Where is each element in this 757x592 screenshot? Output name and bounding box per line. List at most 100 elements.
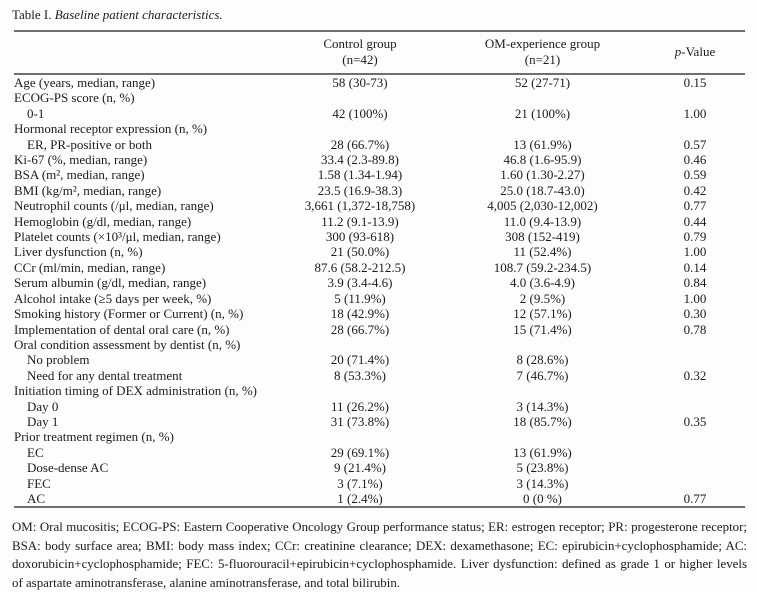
control-value (280, 337, 440, 352)
table-row: BMI (kg/m², median, range) 23.5 (16.9-38.… (14, 183, 745, 198)
table-row: Initiation timing of DEX administration … (14, 383, 745, 398)
table-title-caption: Baseline patient characteristics. (54, 7, 223, 22)
control-group-header: Control group (n=42) (280, 31, 440, 75)
p-value: 0.14 (683, 259, 707, 275)
p-value: 0.30 (683, 306, 707, 322)
table-body: Age (years, median, range) 58 (30-73) 52 (… (14, 74, 745, 507)
p-value (645, 90, 745, 105)
control-value: 18 (42.9%) (330, 306, 390, 322)
control-value: 31 (73.8%) (330, 413, 390, 429)
row-label: Dose-dense AC (27, 460, 109, 476)
row-label: Neutrophil counts (/μl, median, range) (14, 198, 214, 214)
table-row: CCr (ml/min, median, range) 87.6 (58.2-21… (14, 260, 745, 275)
table-row: BSA (m², median, range) 1.58 (1.34-1.94) 1… (14, 167, 745, 182)
header-row: Control group (n=42) OM-experience group… (14, 31, 745, 75)
om-value: 21 (100%) (514, 105, 571, 121)
table-row: Implementation of dental oral care (n, %… (14, 322, 745, 337)
control-group-n: (n=42) (342, 52, 378, 67)
table-row: AC 1 (2.4%) 0 (0 %) 0.77 (14, 491, 745, 507)
p-value: 0.84 (683, 275, 707, 291)
control-value: 28 (66.7%) (330, 321, 390, 337)
row-label: Hemoglobin (g/dl, median, range) (14, 213, 192, 229)
table-footnote: OM: Oral mucositis; ECOG-PS: Eastern Coo… (12, 520, 747, 590)
p-value (645, 476, 745, 491)
p-value: 0.79 (683, 229, 707, 245)
om-experience-group-header: OM-experience group (n=21) (440, 31, 645, 75)
row-label: Need for any dental treatment (27, 367, 183, 383)
om-value: 2 (9.5%) (519, 290, 566, 306)
control-value: 21 (50.0%) (330, 244, 390, 260)
om-value: 4,005 (2,030-12,002) (487, 198, 598, 214)
table-row: Smoking history (Former or Current) (n, … (14, 306, 745, 321)
table-row: Day 1 31 (73.8%) 18 (85.7%) 0.35 (14, 414, 745, 429)
row-label: ECOG-PS score (n, %) (14, 90, 135, 106)
control-value (280, 90, 440, 105)
row-label: BMI (kg/m², median, range) (14, 182, 162, 198)
p-value-header-rest: -Value (681, 44, 716, 59)
row-label: Platelet counts (×10³/μl, median, range) (14, 229, 221, 245)
row-label: Oral condition assessment by dentist (n,… (14, 336, 241, 352)
control-value: 1 (2.4%) (337, 490, 383, 506)
control-value: 3.9 (3.4-4.6) (327, 275, 393, 291)
control-value: 58 (30-73) (332, 75, 388, 90)
table-row: Dose-dense AC 9 (21.4%) 5 (23.8%) (14, 460, 745, 475)
row-label: BSA (m², median, range) (14, 167, 145, 183)
om-value: 52 (27-71) (514, 75, 571, 90)
row-label: Serum albumin (g/dl, median, range) (14, 275, 207, 291)
p-value (645, 337, 745, 352)
p-value (645, 121, 745, 136)
row-label: Liver dysfunction (n, %) (14, 244, 143, 260)
table-row: Prior treatment regimen (n, %) (14, 429, 745, 444)
om-value: 5 (23.8%) (516, 460, 569, 476)
table-row: ECOG-PS score (n, %) (14, 90, 745, 105)
p-value: 0.15 (683, 75, 707, 90)
p-value-header: p-Value (645, 31, 745, 75)
table-row: Hemoglobin (g/dl, median, range) 11.2 (9.… (14, 214, 745, 229)
p-value: 0.59 (683, 167, 707, 183)
p-value (645, 460, 745, 475)
table-row: No problem 20 (71.4%) 8 (28.6%) (14, 352, 745, 367)
p-value: 1.00 (683, 244, 707, 260)
om-value: 46.8 (1.6-95.9) (503, 152, 582, 168)
row-label: Initiation timing of DEX administration … (14, 383, 257, 399)
control-value: 300 (93-618) (325, 229, 395, 245)
om-value: 8 (28.6%) (516, 352, 569, 368)
p-value: 0.35 (683, 413, 707, 429)
table-row: Serum albumin (g/dl, median, range) 3.9 (… (14, 275, 745, 290)
table-row: Alcohol intake (≥5 days per week, %) 5 (1… (14, 291, 745, 306)
baseline-characteristics-table: Control group (n=42) OM-experience group… (14, 30, 745, 509)
control-value: 9 (21.4%) (334, 460, 386, 476)
row-label: Age (years, median, range) (14, 75, 156, 90)
control-group-name: Control group (323, 36, 397, 51)
om-value: 1.60 (1.30-2.27) (500, 167, 585, 183)
p-value: 0.46 (683, 152, 707, 168)
table-row: ER, PR-positive or both 28 (66.7%) 13 (61.… (14, 137, 745, 152)
row-label: Prior treatment regimen (n, %) (14, 429, 174, 445)
om-group-name: OM-experience group (484, 36, 601, 51)
table-row: Liver dysfunction (n, %) 21 (50.0%) 11 (52… (14, 244, 745, 259)
row-label: Day 0 (27, 398, 59, 414)
control-value: 29 (69.1%) (330, 444, 390, 460)
control-value: 1.58 (1.34-1.94) (317, 167, 403, 183)
control-value: 5 (11.9%) (334, 290, 386, 306)
p-value (645, 352, 745, 367)
control-value (280, 429, 440, 444)
table-title-label: Table I. (12, 7, 52, 22)
table-row: Ki-67 (%, median, range) 33.4 (2.3-89.8) 4… (14, 152, 745, 167)
om-value: 11 (52.4%) (513, 244, 572, 260)
control-value: 23.5 (16.9-38.3) (317, 182, 403, 198)
om-value: 308 (152-419) (505, 229, 580, 245)
control-value: 28 (66.7%) (330, 136, 390, 152)
p-value: 0.42 (683, 182, 707, 198)
om-value: 15 (71.4%) (513, 321, 572, 337)
om-value (440, 121, 645, 136)
p-value (645, 429, 745, 444)
om-value: 0 (0 %) (523, 490, 562, 506)
control-value (280, 383, 440, 398)
om-value: 3 (14.3%) (516, 398, 569, 414)
p-value: 1.00 (683, 290, 707, 306)
table-row: Hormonal receptor expression (n, %) (14, 121, 745, 136)
table-header: Control group (n=42) OM-experience group… (14, 31, 745, 75)
row-label: Implementation of dental oral care (n, %… (14, 321, 230, 337)
